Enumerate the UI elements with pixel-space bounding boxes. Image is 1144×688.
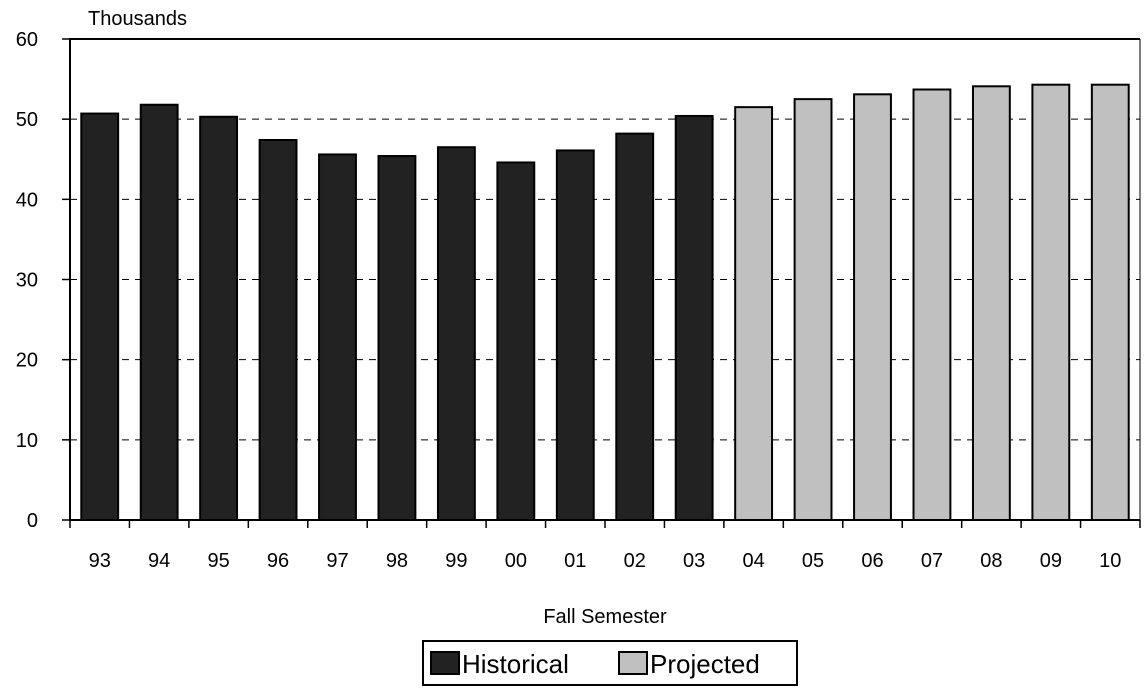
bar-historical-01 [555, 149, 595, 521]
bar-projected-05 [793, 98, 833, 521]
bar-historical-96 [258, 139, 298, 521]
x-tick-label-00: 00 [505, 550, 527, 572]
x-tick-label-94: 94 [148, 550, 170, 572]
y-tick-label: 30 [16, 270, 38, 292]
y-tick-label: 20 [16, 350, 38, 372]
bar-historical-95 [199, 115, 239, 522]
gridlines [70, 118, 1140, 441]
legend-label-historical: Historical [462, 649, 569, 679]
bar-projected-09 [1031, 83, 1071, 521]
x-tick-label-03: 03 [683, 550, 705, 572]
y-tick-label: 40 [16, 189, 38, 211]
y-axis-ticks: 0 10 20 30 40 50 60 [16, 29, 70, 532]
x-tick-label-97: 97 [326, 550, 348, 572]
bar-projected-06 [853, 93, 892, 521]
legend-swatch-projected [618, 651, 648, 675]
x-tick-label-96: 96 [267, 550, 289, 572]
legend-box [422, 640, 798, 686]
x-tick-label-01: 01 [564, 550, 586, 572]
bar-historical-97 [318, 153, 357, 521]
y-tick-label: 10 [16, 430, 38, 452]
bar-series [80, 83, 1130, 522]
bar-historical-00 [496, 161, 536, 521]
y-tick-label: 0 [27, 510, 38, 532]
bar-historical-93 [80, 112, 120, 522]
x-tick-label-09: 09 [1040, 550, 1062, 572]
x-tick-label-95: 95 [207, 550, 229, 572]
legend-swatch-historical [430, 651, 460, 675]
x-tick-label-08: 08 [980, 550, 1002, 572]
x-tick-label-02: 02 [624, 550, 646, 572]
x-tick-label-04: 04 [742, 550, 764, 572]
y-tick-label: 50 [16, 109, 38, 131]
bar-projected-04 [734, 106, 774, 522]
y-axis-title: Thousands [88, 8, 187, 30]
x-tick-label-93: 93 [89, 550, 111, 572]
x-axis-ticks: 93 94 95 96 97 98 99 00 01 02 03 04 05 06 07 08 09 10 [69, 520, 1141, 572]
legend-label-projected: Projected [650, 649, 760, 679]
bar-historical-94 [139, 103, 179, 521]
x-tick-label-06: 06 [861, 550, 883, 572]
legend: Historical Projected [422, 640, 798, 686]
y-tick-label: 60 [16, 29, 38, 51]
bar-projected-10 [1090, 83, 1130, 521]
bar-historical-02 [615, 132, 655, 521]
bar-projected-07 [912, 88, 952, 521]
x-tick-label-10: 10 [1099, 550, 1121, 572]
bar-historical-98 [377, 155, 417, 521]
bar-historical-99 [436, 146, 476, 521]
x-tick-label-98: 98 [386, 550, 408, 572]
x-tick-label-05: 05 [802, 550, 824, 572]
bar-historical-03 [674, 114, 714, 522]
bar-projected-08 [971, 85, 1011, 521]
x-tick-label-99: 99 [445, 550, 467, 572]
x-axis-title: Fall Semester [543, 606, 667, 628]
x-tick-label-07: 07 [921, 550, 943, 572]
